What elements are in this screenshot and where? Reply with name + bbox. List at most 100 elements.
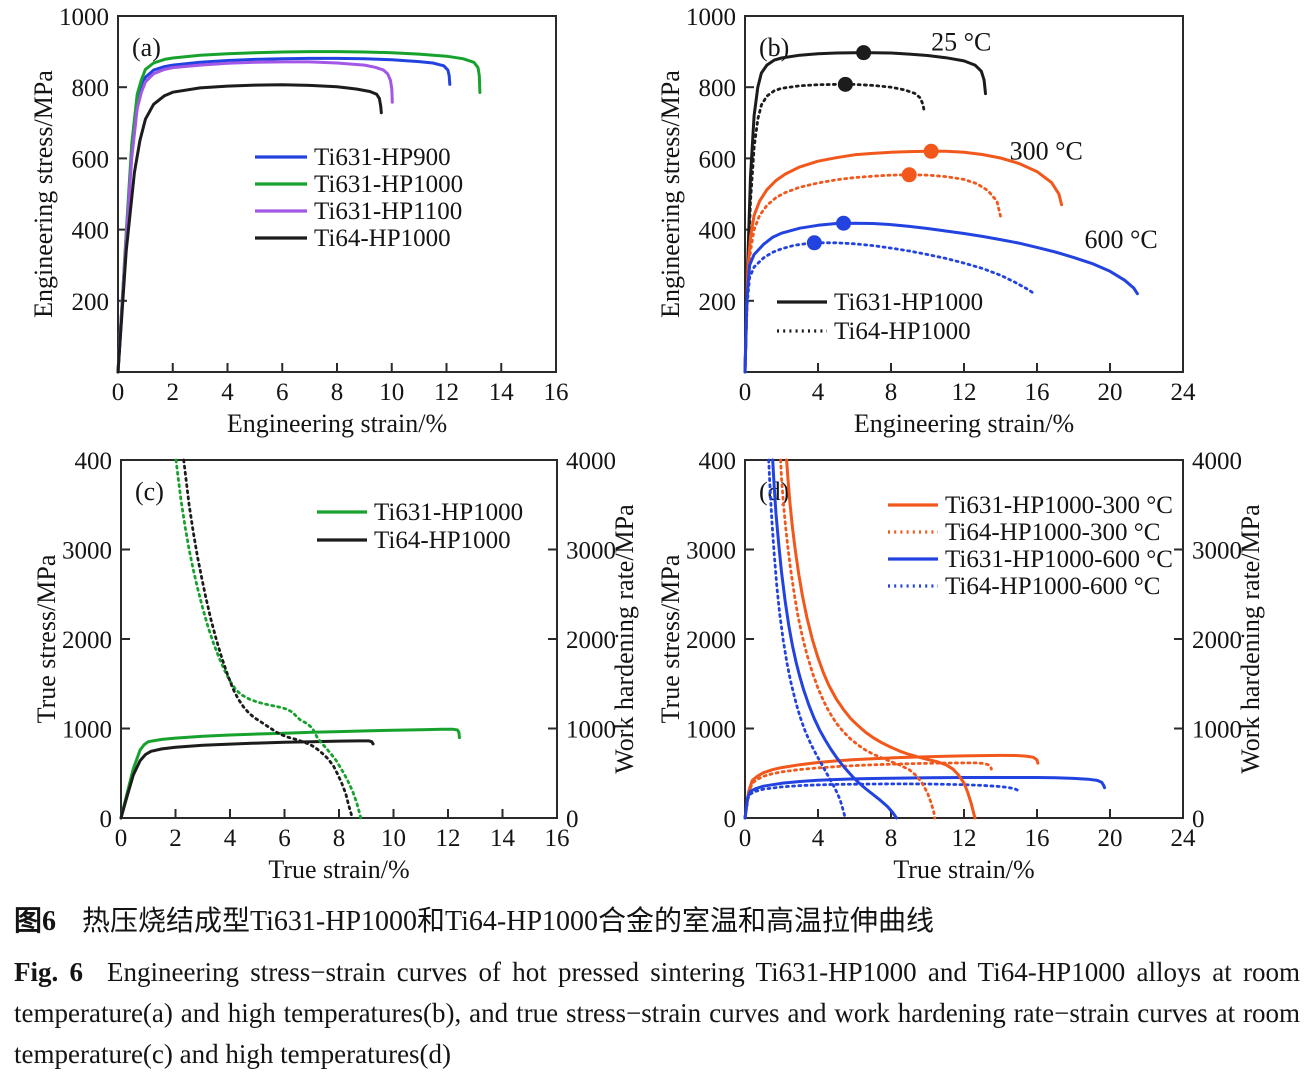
x-tick-label: 20 [1098, 379, 1123, 406]
caption-en: Fig. 6 Engineering stress−strain curves o… [14, 952, 1300, 1075]
y-right-tick-label: 1000 [1192, 717, 1242, 744]
y-right-tick-label: 0 [1192, 806, 1205, 833]
y-right-tick-label: 1000 [566, 717, 616, 744]
legend-label: Ti64-HP1000 [314, 225, 451, 252]
series-line [779, 458, 937, 820]
y-right-tick-label: 4000 [1192, 448, 1242, 475]
y-axis-title: True stress/MPa [658, 554, 685, 723]
curve-annotation: 600 °C [1084, 225, 1157, 254]
series-line [182, 458, 354, 820]
x-tick-label: 0 [739, 825, 752, 852]
y-tick-label: 1000 [62, 717, 112, 744]
y-right-axis-title: Work hardening rate/MPa [1236, 504, 1265, 774]
x-tick-label: 14 [489, 379, 515, 406]
y-right-tick-label: 2000 [566, 627, 616, 654]
y-tick-label: 800 [699, 75, 737, 102]
x-tick-label: 24 [1171, 379, 1197, 406]
series-marker-dot [923, 143, 939, 159]
chart-panel-c: 0 2 4 6 8 10 12 14 16010002000300040001000200030… [32, 448, 639, 880]
series-marker-dot [836, 215, 852, 231]
y-tick-label: 0 [100, 806, 113, 833]
x-axis-title: True strain/% [268, 855, 409, 880]
y-right-tick-label: 3000 [1192, 538, 1242, 565]
series-line [785, 458, 977, 820]
series-line [116, 60, 394, 374]
curve-annotation: 25 °C [931, 28, 991, 57]
legend-label: Ti631-HP1000 [314, 171, 463, 198]
x-tick-label: 4 [221, 379, 234, 406]
y-tick-label: 0 [724, 806, 737, 833]
legend-label: Ti631-HP900 [314, 144, 451, 171]
y-tick-label: 600 [72, 146, 110, 173]
series-line [743, 761, 993, 820]
x-tick-label: 12 [952, 379, 977, 406]
y-tick-label: 600 [699, 146, 737, 173]
panel-letter: (c) [135, 477, 164, 506]
x-axis-title: Engineering strain/% [227, 409, 447, 438]
y-tick-label: 800 [72, 75, 110, 102]
y-tick-label: 200 [699, 289, 737, 316]
series-line [116, 83, 383, 374]
y-right-tick-label: 4000 [566, 448, 616, 475]
y-tick-label: 400 [75, 448, 113, 475]
series-line [116, 50, 482, 374]
x-tick-label: 8 [885, 825, 898, 852]
series-line [743, 221, 1139, 374]
x-tick-label: 16 [545, 825, 570, 852]
x-tick-label: 6 [276, 379, 289, 406]
y-tick-label: 400 [72, 218, 110, 245]
series-marker-dot [837, 76, 853, 92]
caption-zh-label: 图6 [14, 906, 57, 937]
chart-panel-d: 0 4 8 12 16 20 2401000200030004000100020003000… [658, 448, 1265, 880]
x-tick-label: 4 [812, 825, 825, 852]
x-tick-label: 14 [490, 825, 516, 852]
y-tick-label: 2000 [686, 627, 736, 654]
legend-label: Ti64-HP1000-600 °C [945, 573, 1160, 600]
x-tick-label: 16 [544, 379, 569, 406]
x-tick-label: 12 [436, 825, 461, 852]
y-right-tick-label: 3000 [566, 538, 616, 565]
series-line [174, 458, 363, 820]
x-tick-label: 16 [1025, 379, 1050, 406]
legend-label: Ti631-HP1000-600 °C [945, 546, 1173, 573]
y-tick-label: 1000 [686, 717, 736, 744]
series-line [743, 83, 926, 374]
legend-label: Ti64-HP1000 [834, 318, 971, 345]
x-tick-label: 20 [1098, 825, 1123, 852]
series-marker-dot [856, 45, 872, 61]
y-tick-label: 400 [699, 218, 737, 245]
legend-label: Ti64-HP1000-300 °C [945, 519, 1160, 546]
x-tick-label: 24 [1171, 825, 1197, 852]
y-right-axis-title: Work hardening rate/MPa [610, 504, 639, 774]
figure-caption: 图6 热压烧结成型Ti631-HP1000和Ti64-HP1000合金的室温和高温… [0, 880, 1316, 1075]
x-tick-label: 8 [331, 379, 344, 406]
series-line [743, 173, 1002, 374]
y-right-tick-label: 2000 [1192, 627, 1242, 654]
series-line [743, 51, 987, 374]
y-tick-label: 3000 [686, 538, 736, 565]
x-tick-label: 0 [115, 825, 128, 852]
series-line [119, 727, 461, 820]
x-tick-label: 2 [169, 825, 182, 852]
y-axis-title: Engineering stress/MPa [29, 70, 58, 318]
x-axis-title: Engineering strain/% [854, 409, 1074, 438]
x-tick-label: 8 [885, 379, 898, 406]
caption-zh-text: 热压烧结成型Ti631-HP1000和Ti64-HP1000合金的室温和高温拉伸… [82, 906, 935, 937]
legend-label: Ti631-HP1000 [834, 289, 983, 316]
y-tick-label: 2000 [62, 627, 112, 654]
curve-annotation: 300 °C [1010, 136, 1083, 165]
x-tick-label: 12 [434, 379, 459, 406]
x-tick-label: 10 [381, 825, 406, 852]
y-tick-label: 200 [72, 289, 110, 316]
figure-6-chart-grid: 0 2 4 6 8 10 12 14 16 200 400 600 800 1000 Engineering… [29, 4, 1265, 880]
x-tick-label: 4 [224, 825, 237, 852]
legend-label: Ti631-HP1000 [374, 499, 523, 526]
series-line [743, 776, 1106, 820]
chart-panel-b: 0 4 8 12 16 20 24 200 400 600 800 1000 Engineering s… [658, 4, 1197, 438]
y-axis-title: Engineering stress/MPa [658, 70, 685, 318]
x-tick-label: 2 [167, 379, 180, 406]
y-tick-label: 1000 [59, 4, 109, 31]
series-line [743, 241, 1037, 374]
x-axis-title: True strain/% [893, 855, 1034, 880]
